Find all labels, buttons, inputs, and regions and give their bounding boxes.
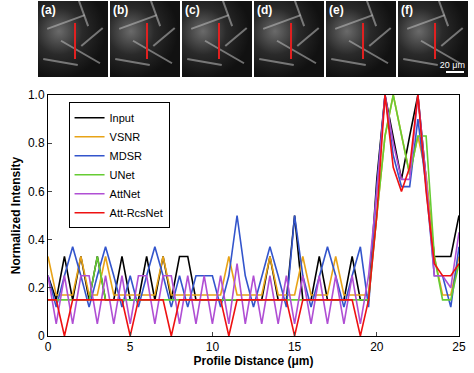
svg-text:10: 10 bbox=[206, 340, 220, 354]
svg-text:AttNet: AttNet bbox=[110, 188, 141, 200]
svg-text:5: 5 bbox=[127, 340, 134, 354]
html-text:(d): (d) bbox=[257, 3, 273, 17]
html-text:(e): (e) bbox=[329, 3, 344, 17]
svg-text:MDSR: MDSR bbox=[110, 150, 142, 162]
html-text:(b): (b) bbox=[113, 3, 129, 17]
svg-text:0: 0 bbox=[45, 340, 52, 354]
svg-text:0.8: 0.8 bbox=[28, 136, 45, 150]
svg-text:0: 0 bbox=[38, 329, 45, 343]
svg-text:15: 15 bbox=[288, 340, 302, 354]
svg-text:0.6: 0.6 bbox=[28, 185, 45, 199]
svg-text:25: 25 bbox=[452, 340, 466, 354]
svg-text:0.2: 0.2 bbox=[28, 281, 45, 295]
svg-text:Normalized Intensity: Normalized Intensity bbox=[9, 156, 23, 274]
svg-text:20: 20 bbox=[370, 340, 384, 354]
svg-text:0.4: 0.4 bbox=[28, 233, 45, 247]
html-text:(c): (c) bbox=[185, 3, 200, 17]
svg-text:Input: Input bbox=[110, 112, 134, 124]
svg-text:Att-RcsNet: Att-RcsNet bbox=[110, 207, 163, 219]
svg-text:VSNR: VSNR bbox=[110, 131, 141, 143]
html-text:(f): (f) bbox=[401, 3, 413, 17]
svg-text:1.0: 1.0 bbox=[28, 88, 45, 102]
html-text:20 μm: 20 μm bbox=[439, 60, 465, 70]
svg-text:UNet: UNet bbox=[110, 169, 135, 181]
svg-text:Profile Distance (μm): Profile Distance (μm) bbox=[193, 354, 313, 368]
html-text:(a): (a) bbox=[41, 3, 56, 17]
